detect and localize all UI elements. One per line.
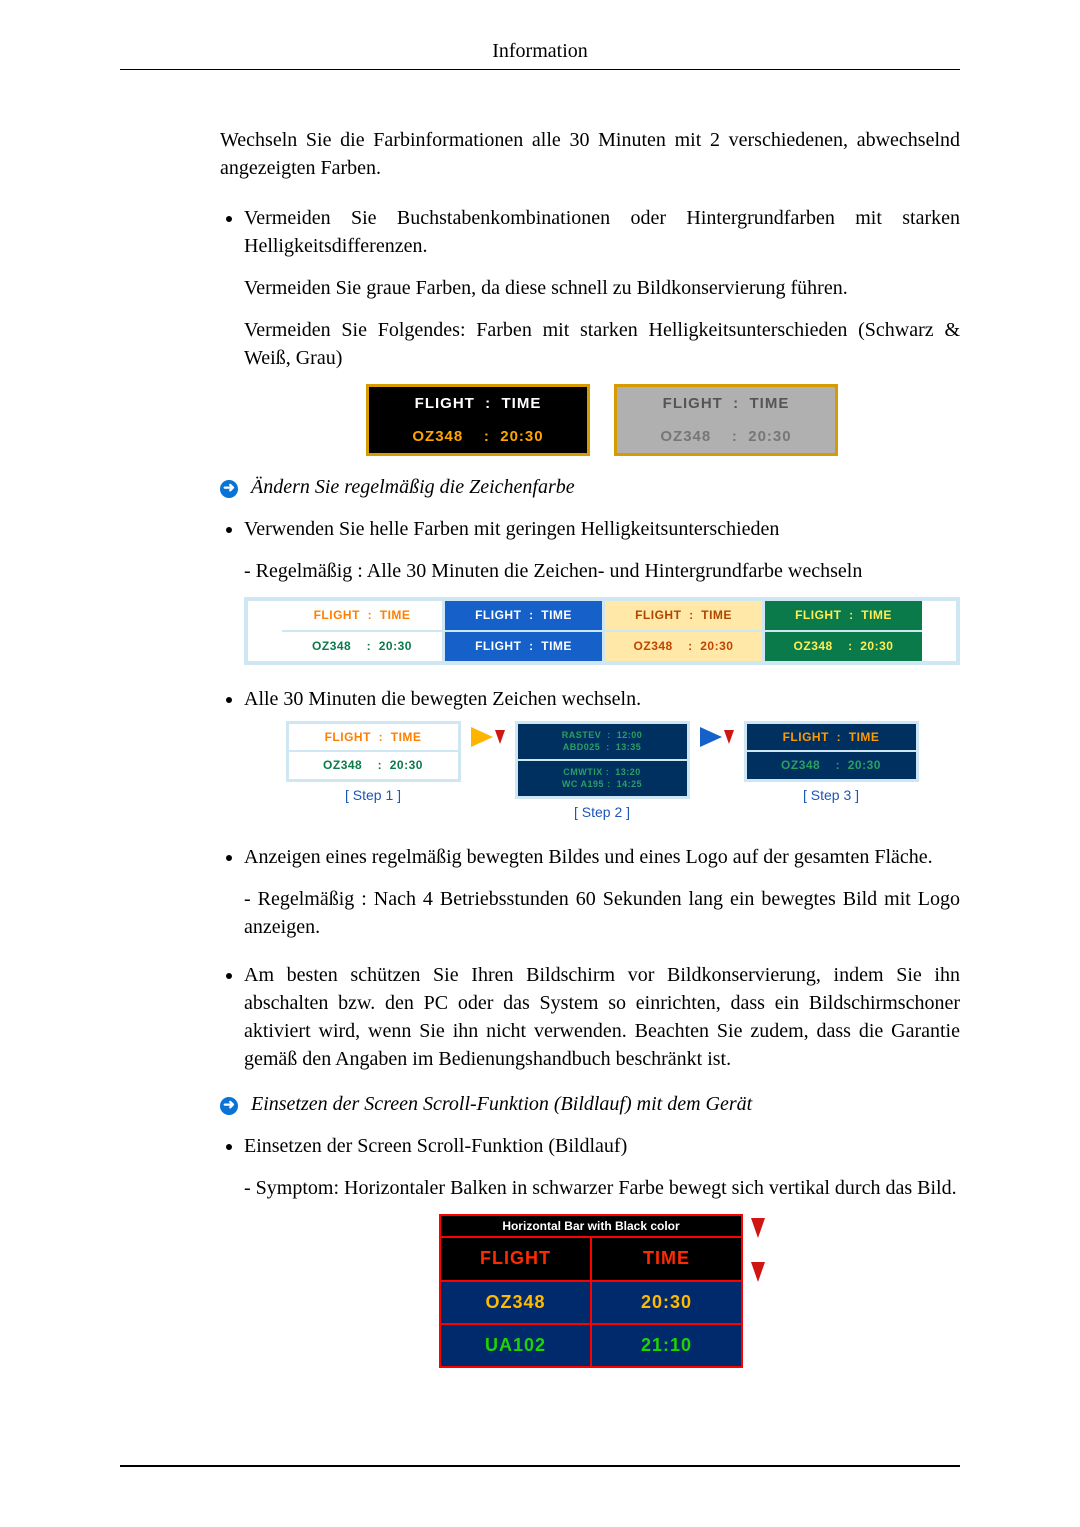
bullet-item: Alle 30 Minuten die bewegten Zeichen wec…	[244, 685, 960, 823]
bullet-item: Am besten schützen Sie Ihren Bildschirm …	[244, 961, 960, 1073]
color-cell: FLIGHT : TIMEFLIGHT : TIME	[442, 601, 602, 661]
example-header: FLIGHT : TIME	[617, 387, 835, 420]
bullet-item: Anzeigen eines regelmäßig bewegten Bilde…	[244, 843, 960, 941]
bullet-list-3: Einsetzen der Screen Scroll-Funktion (Bi…	[220, 1132, 960, 1368]
arrow-down-icon	[751, 1262, 765, 1282]
scroll-table-row: OZ34820:30	[441, 1280, 741, 1323]
scroll-table-cell: TIME	[590, 1238, 741, 1279]
bullet-text: - Regelmäßig : Alle 30 Minuten die Zeich…	[244, 557, 960, 585]
scroll-table-cell: UA102	[441, 1325, 590, 1366]
cell-row: OZ348 : 20:30	[605, 630, 762, 661]
scroll-table-cell: OZ348	[441, 1282, 590, 1323]
step-label: [ Step 2 ]	[515, 803, 690, 823]
cell-header: FLIGHT : TIME	[605, 601, 762, 630]
cell-row: OZ348 : 20:30	[765, 630, 922, 661]
example-scroll-bar: Horizontal Bar with Black colorFLIGHTTIM…	[244, 1214, 960, 1368]
example-row: OZ348 : 20:30	[369, 420, 587, 453]
step-arrow-group	[471, 727, 505, 747]
bullet-list-2: Verwenden Sie helle Farben mit geringen …	[220, 515, 960, 1073]
arrow-bullet-icon: ➜	[220, 480, 238, 498]
callout-text: Einsetzen der Screen Scroll-Funktion (Bi…	[251, 1093, 752, 1115]
step-panel: FLIGHT : TIMEOZ348 : 20:30 [ Step 3 ]	[744, 721, 919, 806]
cell-header: FLIGHT : TIME	[445, 601, 602, 630]
arrow-down-icon	[724, 730, 734, 744]
bullet-list-1: Vermeiden Sie Buchstabenkombinationen od…	[220, 204, 960, 456]
color-cell: FLIGHT : TIMEOZ348 : 20:30	[762, 601, 922, 661]
scroll-table-row: UA10221:10	[441, 1323, 741, 1366]
page: Information Wechseln Sie die Farbinforma…	[0, 0, 1080, 1527]
bullet-text: Am besten schützen Sie Ihren Bildschirm …	[244, 961, 960, 1073]
scroll-arrows	[751, 1218, 765, 1282]
step-box: FLIGHT : TIMEOZ348 : 20:30	[744, 721, 919, 783]
scroll-table: Horizontal Bar with Black colorFLIGHTTIM…	[439, 1214, 743, 1368]
bullet-item: Einsetzen der Screen Scroll-Funktion (Bi…	[244, 1132, 960, 1368]
example-contrast: FLIGHT : TIME OZ348 : 20:30 FLIGHT : TIM…	[244, 384, 960, 456]
step-label: [ Step 3 ]	[744, 786, 919, 806]
bullet-text: Vermeiden Sie Buchstabenkombinationen od…	[244, 204, 960, 260]
arrow-bullet-icon: ➜	[220, 1097, 238, 1115]
step-arrow-group	[700, 727, 734, 747]
step-box: RASTEV : 12:00 ABD025 : 13:35CMWTIX : 13…	[515, 721, 690, 799]
example-steps: FLIGHT : TIMEOZ348 : 20:30 [ Step 1 ] RAST…	[244, 721, 960, 823]
example-row: OZ348 : 20:30	[617, 420, 835, 453]
arrow-down-icon	[751, 1218, 765, 1238]
callout-screen-scroll: ➜ Einsetzen der Screen Scroll-Funktion (…	[220, 1093, 960, 1116]
color-cell: FLIGHT : TIMEOZ348 : 20:30	[282, 601, 442, 661]
bullet-text: Anzeigen eines regelmäßig bewegten Bilde…	[244, 843, 960, 871]
bullet-text: Einsetzen der Screen Scroll-Funktion (Bi…	[244, 1132, 960, 1160]
bullet-text: Verwenden Sie helle Farben mit geringen …	[244, 515, 960, 543]
scroll-table-cell: FLIGHT	[441, 1238, 590, 1279]
intro-paragraph: Wechseln Sie die Farbinformationen alle …	[220, 126, 960, 182]
color-cell: FLIGHT : TIMEOZ348 : 20:30	[602, 601, 762, 661]
arrow-right-icon	[700, 727, 722, 747]
bullet-text: - Symptom: Horizontaler Balken in schwar…	[244, 1174, 960, 1202]
step-panel: FLIGHT : TIMEOZ348 : 20:30 [ Step 1 ]	[286, 721, 461, 806]
bullet-item: Verwenden Sie helle Farben mit geringen …	[244, 515, 960, 665]
step-label: [ Step 1 ]	[286, 786, 461, 806]
header-rule	[120, 69, 960, 70]
bullet-text: Alle 30 Minuten die bewegten Zeichen wec…	[244, 685, 960, 713]
scroll-table-cell: 20:30	[590, 1282, 741, 1323]
scroll-table-row: FLIGHTTIME	[441, 1238, 741, 1279]
scroll-table-caption: Horizontal Bar with Black color	[441, 1216, 741, 1239]
page-header-title: Information	[120, 40, 960, 63]
footer-rule	[120, 1465, 960, 1467]
callout-text: Ändern Sie regelmäßig die Zeichenfarbe	[251, 476, 575, 498]
cell-row: OZ348 : 20:30	[282, 630, 442, 661]
scroll-table-cell: 21:10	[590, 1325, 741, 1366]
bullet-text: - Regelmäßig : Nach 4 Betriebsstunden 60…	[244, 885, 960, 941]
example-box-grey: FLIGHT : TIME OZ348 : 20:30	[614, 384, 838, 456]
callout-change-textcolor: ➜ Ändern Sie regelmäßig die Zeichenfarbe	[220, 476, 960, 499]
arrow-right-icon	[471, 727, 493, 747]
bullet-item: Vermeiden Sie Buchstabenkombinationen od…	[244, 204, 960, 456]
cell-row: FLIGHT : TIME	[445, 630, 602, 661]
arrow-down-icon	[495, 730, 505, 744]
example-color-cycle: FLIGHT : TIMEOZ348 : 20:30FLIGHT : TIMEF…	[244, 597, 960, 665]
cell-header: FLIGHT : TIME	[765, 601, 922, 630]
step-box: FLIGHT : TIMEOZ348 : 20:30	[286, 721, 461, 783]
step-panel: RASTEV : 12:00 ABD025 : 13:35CMWTIX : 13…	[515, 721, 690, 823]
bullet-text: Vermeiden Sie Folgendes: Farben mit star…	[244, 316, 960, 372]
example-box-dark: FLIGHT : TIME OZ348 : 20:30	[366, 384, 590, 456]
example-header: FLIGHT : TIME	[369, 387, 587, 420]
bullet-text: Vermeiden Sie graue Farben, da diese sch…	[244, 274, 960, 302]
cell-header: FLIGHT : TIME	[282, 601, 442, 630]
